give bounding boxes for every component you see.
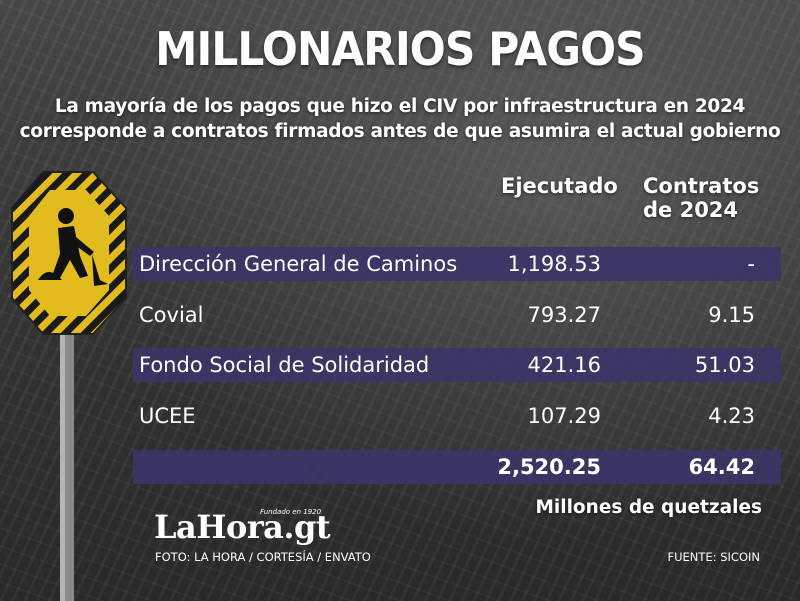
source-credit: FUENTE: SICOIN xyxy=(667,550,761,564)
row-ejecutado: 421.16 xyxy=(527,353,601,377)
row-contratos: - xyxy=(747,252,755,276)
la-hora-logo: LaHora.gt Fundado en 1920 xyxy=(154,508,354,552)
unit-label: Millones de quetzales xyxy=(535,497,763,518)
column-header-ejecutado: Ejecutado xyxy=(501,174,618,198)
column-header-contratos-line-2: de 2024 xyxy=(643,198,739,222)
row-ejecutado: 1,198.53 xyxy=(507,252,601,276)
row-contratos: 4.23 xyxy=(708,404,755,428)
row-name: Dirección General de Caminos xyxy=(139,252,458,276)
column-header-contratos: Contratos de 2024 xyxy=(643,174,759,222)
page-title: MILLONARIOS PAGOS xyxy=(155,22,645,76)
row-name: UCEE xyxy=(139,404,196,428)
table-row: UCEE 107.29 4.23 xyxy=(133,399,781,433)
photo-credit: FOTO: LA HORA / CORTESÍA / ENVATO xyxy=(155,550,371,564)
subtitle-line-1: La mayoría de los pagos que hizo el CIV … xyxy=(54,96,746,117)
row-ejecutado: 107.29 xyxy=(527,404,601,428)
construction-worker-sign-icon xyxy=(11,171,127,601)
subtitle: La mayoría de los pagos que hizo el CIV … xyxy=(0,94,800,144)
logo-text: LaHora.gt xyxy=(154,508,331,546)
column-header-contratos-line-1: Contratos xyxy=(643,174,760,198)
table-row: Fondo Social de Solidaridad 421.16 51.03 xyxy=(133,348,781,382)
row-contratos: 51.03 xyxy=(694,353,755,377)
row-name: Fondo Social de Solidaridad xyxy=(139,353,430,377)
subtitle-line-2: corresponde a contratos firmados antes d… xyxy=(19,121,781,142)
total-contratos: 64.42 xyxy=(688,455,755,479)
total-row: 2,520.25 64.42 xyxy=(133,450,781,484)
row-ejecutado: 793.27 xyxy=(527,303,601,327)
row-contratos: 9.15 xyxy=(708,303,755,327)
table-row: Dirección General de Caminos 1,198.53 - xyxy=(133,247,781,281)
logo-tagline: Fundado en 1920 xyxy=(260,508,322,516)
table-row: Covial 793.27 9.15 xyxy=(133,298,781,332)
total-ejecutado: 2,520.25 xyxy=(497,455,601,479)
row-name: Covial xyxy=(139,303,204,327)
